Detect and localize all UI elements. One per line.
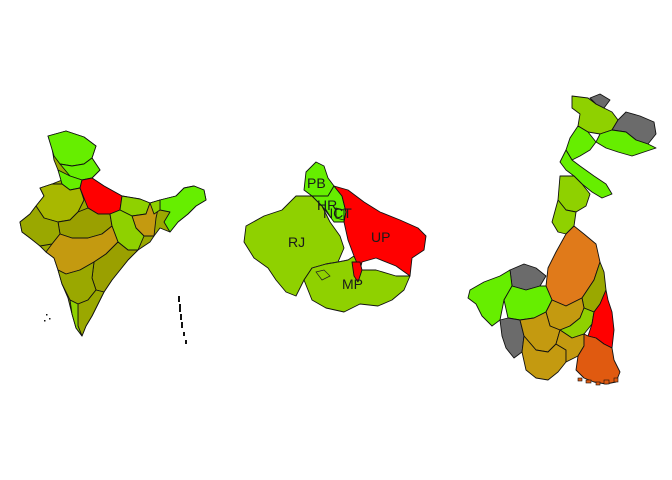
label-hr: HR bbox=[317, 197, 337, 213]
district-medinipur-gray bbox=[499, 317, 525, 359]
district-south-24-parganas bbox=[575, 333, 621, 385]
lakshadweep-islands bbox=[44, 314, 51, 322]
label-rj: RJ bbox=[288, 234, 305, 250]
district-jalpaiguri bbox=[595, 129, 657, 157]
label-up: UP bbox=[371, 229, 390, 245]
state-assam bbox=[149, 199, 161, 215]
label-nct: NCT bbox=[323, 205, 352, 221]
label-pb: PB bbox=[307, 175, 326, 191]
north-india-map: PB HR NCT RJ UP MP bbox=[243, 161, 427, 313]
district-dinajpur bbox=[559, 149, 613, 199]
border-line bbox=[311, 259, 349, 269]
region-rajasthan bbox=[243, 195, 345, 297]
label-mp: MP bbox=[342, 276, 363, 292]
border-line bbox=[315, 269, 331, 281]
state-northeast bbox=[159, 185, 207, 233]
state-kerala bbox=[69, 299, 83, 337]
west-bengal-map bbox=[467, 93, 657, 386]
sundarbans-islands bbox=[577, 377, 619, 386]
district-north-24-parganas bbox=[587, 289, 615, 349]
district-purulia bbox=[467, 269, 513, 327]
andaman-islands bbox=[178, 296, 187, 344]
region-up-lobe bbox=[351, 261, 363, 283]
region-uttar-pradesh bbox=[333, 185, 427, 277]
state-gujarat bbox=[19, 205, 61, 247]
district-siliguri bbox=[565, 125, 597, 161]
india-map bbox=[19, 130, 207, 344]
district-north-gray-a bbox=[589, 93, 611, 109]
